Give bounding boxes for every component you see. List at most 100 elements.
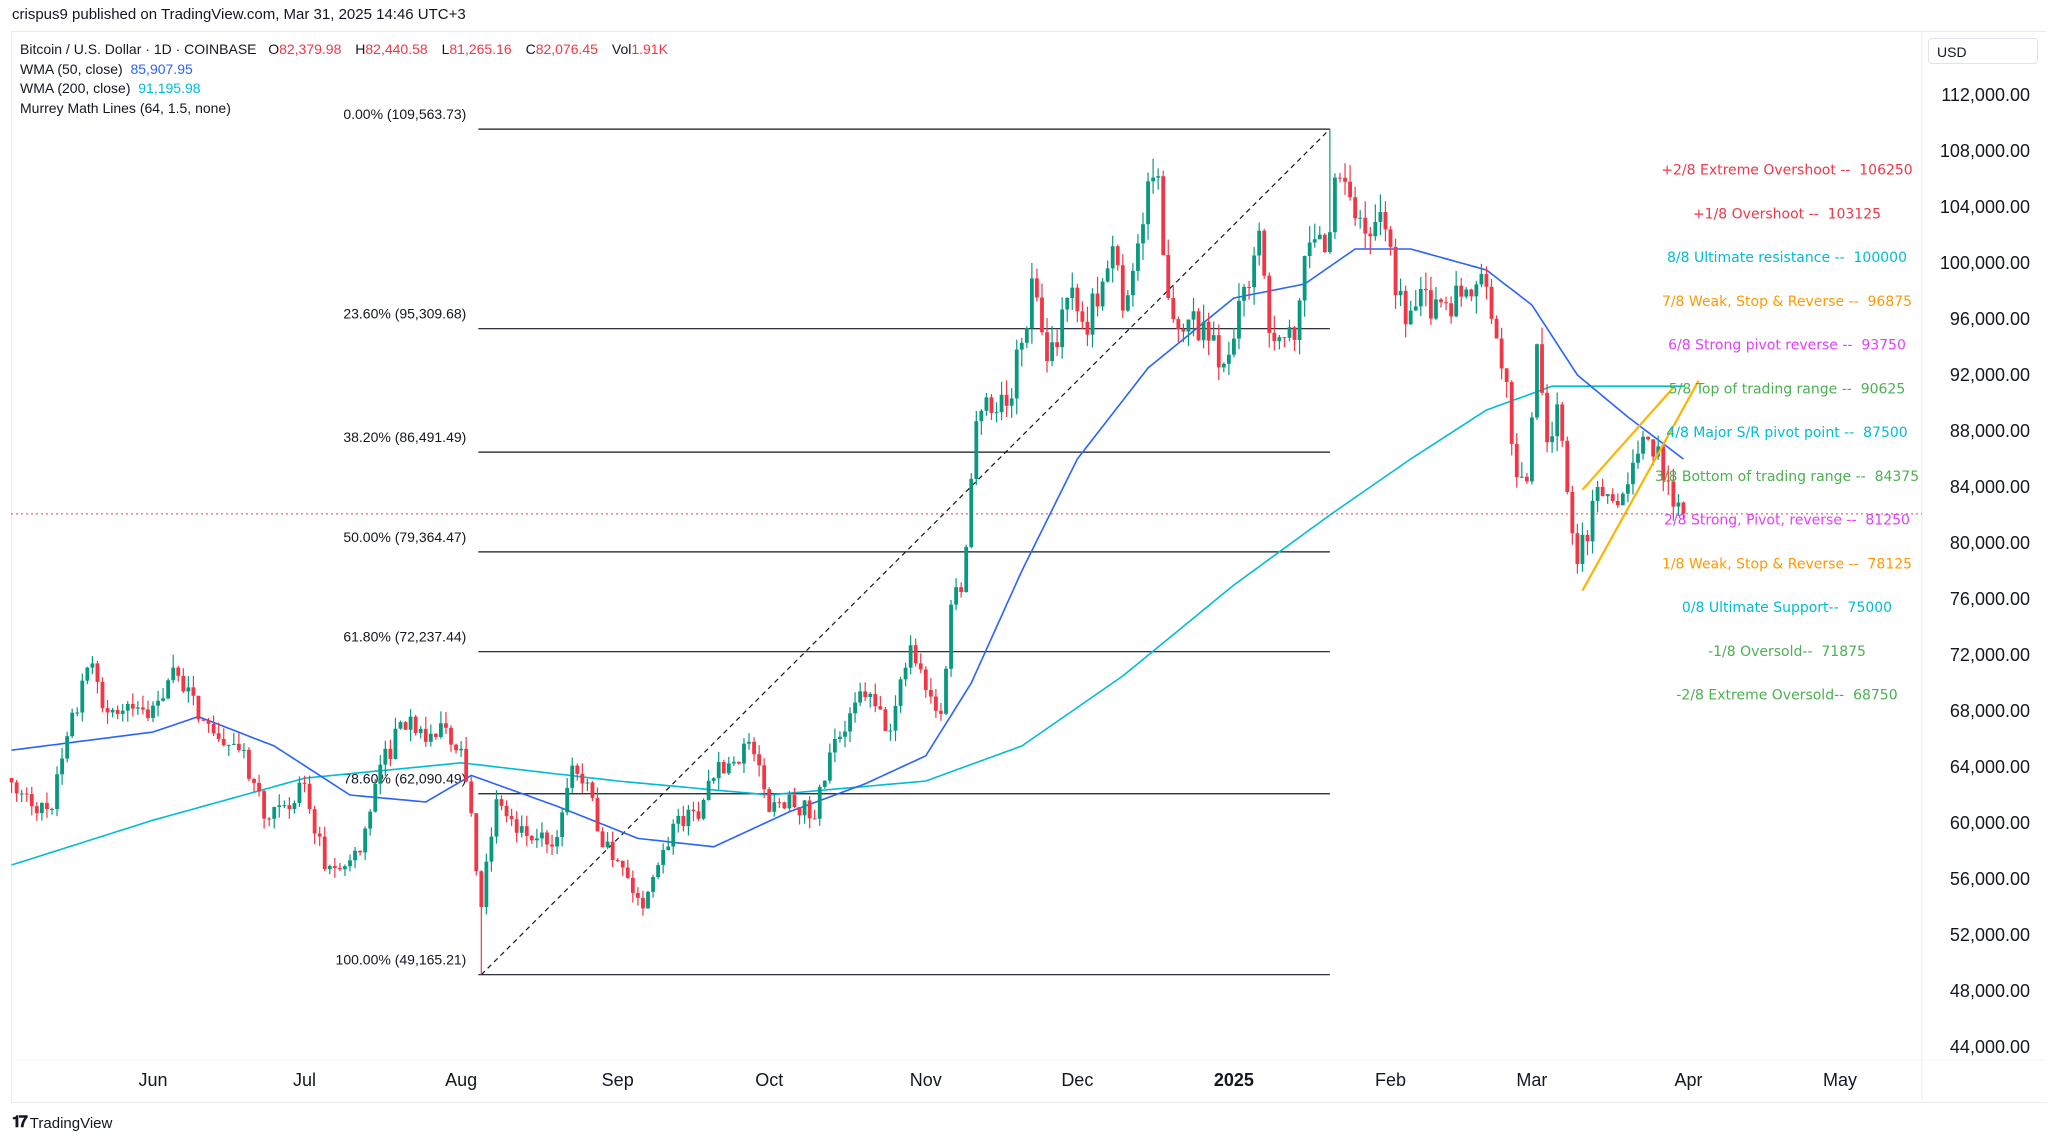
murrey-level-label: -1/8 Oversold-- 71875 — [1708, 644, 1866, 660]
candle-body — [504, 805, 509, 817]
candle-body — [499, 799, 504, 806]
candle — [151, 701, 155, 723]
candle-body — [120, 710, 125, 714]
candle-body — [327, 865, 332, 870]
candle-body — [838, 736, 842, 739]
candle-body — [620, 860, 625, 868]
candle — [752, 737, 756, 762]
legend-murrey-row[interactable]: Murrey Math Lines (64, 1.5, none) — [20, 99, 668, 119]
candle — [1019, 337, 1024, 367]
candle — [1004, 380, 1009, 417]
candle — [282, 800, 287, 809]
candle-body — [140, 707, 145, 710]
candle-body — [1252, 255, 1257, 288]
candle — [1221, 362, 1226, 373]
candle — [868, 691, 873, 708]
legend-wma200-row[interactable]: WMA (200, close) 91,195.98 — [20, 79, 668, 99]
candle — [1540, 327, 1544, 396]
candle — [1585, 529, 1590, 556]
candle-body — [292, 803, 297, 809]
candle-body — [615, 859, 620, 861]
candle — [1454, 270, 1459, 318]
candle-body — [777, 802, 782, 804]
currency-selector[interactable]: USD — [1928, 38, 2038, 64]
candle — [1641, 430, 1645, 460]
candle — [1136, 234, 1140, 281]
candle-body — [1146, 181, 1150, 225]
candle — [939, 702, 943, 721]
candle-body — [181, 675, 186, 692]
candle-body — [161, 698, 166, 701]
candle — [146, 700, 150, 722]
murrey-level-label: 2/8 Strong, Pivot, reverse -- 81250 — [1664, 513, 1910, 529]
candle — [1530, 412, 1534, 485]
candle-body — [1040, 297, 1044, 333]
candle — [140, 695, 145, 715]
candle-body — [267, 818, 272, 820]
x-tick-label: 2025 — [1214, 1070, 1254, 1090]
y-tick-label: 52,000.00 — [1950, 925, 2030, 945]
candle-body — [641, 897, 645, 909]
symbol-title[interactable]: Bitcoin / U.S. Dollar · 1D · COINBASE — [20, 41, 257, 57]
candle — [444, 711, 448, 734]
candle — [1631, 449, 1635, 495]
candle-body — [1232, 338, 1236, 355]
candle — [1302, 255, 1307, 317]
candle — [1671, 468, 1676, 521]
murrey-level-label: 4/8 Major S/R pivot point -- 87500 — [1666, 425, 1907, 441]
candle — [1105, 260, 1110, 283]
candle-body — [1535, 344, 1539, 418]
candle — [297, 776, 302, 807]
candle — [393, 717, 398, 760]
candle — [1499, 327, 1504, 380]
candle-body — [105, 708, 110, 713]
legend-wma50-row[interactable]: WMA (50, close) 85,907.95 — [20, 60, 668, 80]
candle — [838, 731, 842, 743]
candle-body — [1196, 311, 1201, 341]
candle-body — [287, 805, 292, 809]
candle-body — [979, 410, 984, 422]
candle — [615, 858, 620, 863]
candle-body — [247, 749, 251, 779]
y-tick-label: 64,000.00 — [1950, 757, 2030, 777]
candle — [1590, 489, 1595, 554]
candle — [231, 732, 236, 746]
candle-body — [671, 823, 676, 847]
candle-body — [1671, 481, 1676, 507]
candle-body — [14, 782, 19, 794]
candle-body — [1206, 321, 1211, 341]
candle-body — [600, 831, 605, 848]
candle — [1429, 276, 1433, 325]
candle-body — [1075, 287, 1080, 312]
candle — [181, 668, 186, 694]
candle-body — [484, 861, 489, 907]
candle-body — [454, 744, 458, 751]
candle — [135, 701, 140, 715]
candle — [307, 775, 312, 814]
candle-body — [373, 783, 378, 812]
candle — [666, 836, 671, 851]
candle — [1595, 480, 1600, 513]
candle-body — [115, 709, 120, 714]
candle — [1307, 226, 1312, 269]
candle-body — [1287, 327, 1292, 338]
candle — [398, 720, 403, 730]
candle — [1040, 283, 1044, 336]
murrey-level-label: 6/8 Strong pivot reverse -- 93750 — [1668, 338, 1906, 354]
candle — [252, 778, 256, 792]
candle — [287, 797, 292, 819]
candle-body — [782, 802, 787, 809]
candle-body — [555, 837, 559, 847]
candle — [1080, 301, 1085, 330]
candle — [70, 708, 75, 739]
wma200-label: WMA (200, close) — [20, 80, 131, 96]
candle — [731, 756, 736, 767]
candle-body — [1499, 338, 1504, 369]
candle — [85, 666, 90, 685]
candle-body — [1681, 502, 1686, 514]
candle-body — [1080, 311, 1085, 322]
candle — [65, 731, 70, 763]
candle — [1676, 494, 1681, 516]
candle — [110, 707, 115, 718]
